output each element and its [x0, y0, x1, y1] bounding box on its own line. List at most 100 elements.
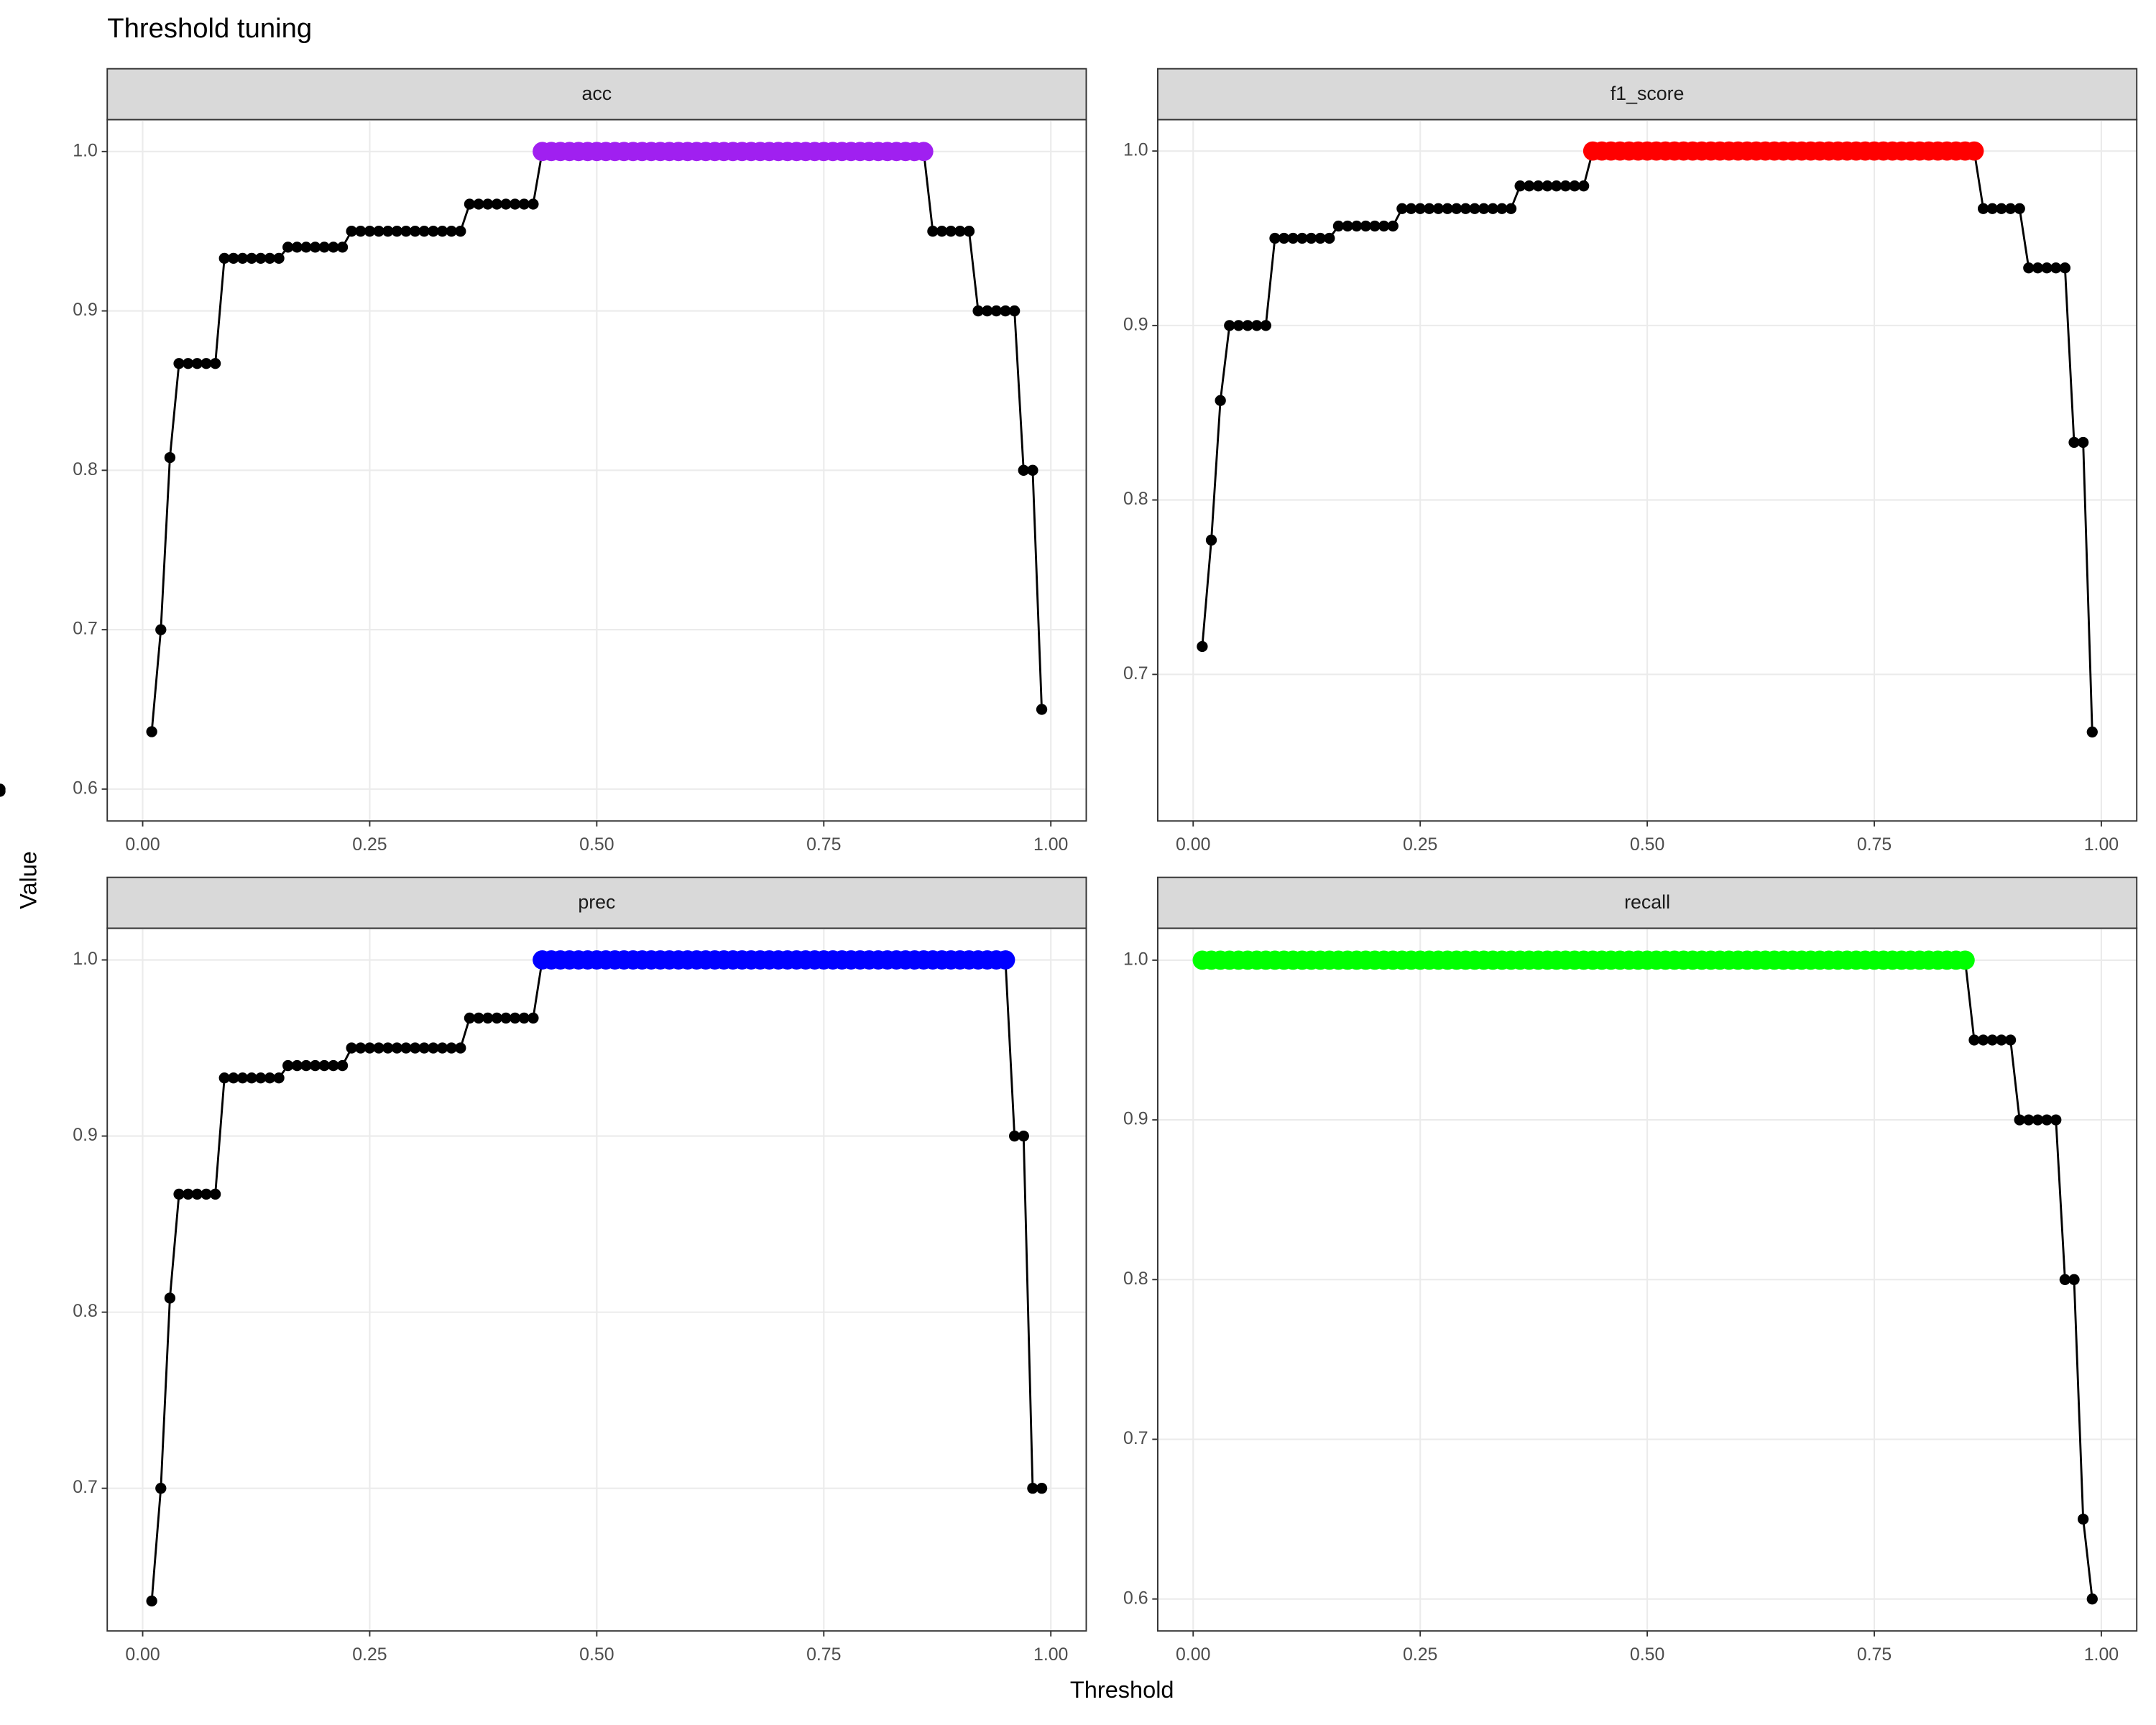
point [2032, 262, 2044, 274]
chart-title: Threshold tuning [107, 13, 312, 44]
point [455, 226, 466, 237]
point [273, 1072, 285, 1084]
y-tick-label: 1.0 [73, 140, 98, 160]
point [1396, 203, 1408, 214]
point [191, 1188, 203, 1200]
panel-border [1157, 927, 2138, 1632]
point [1514, 180, 1526, 192]
x-tick-label: 0.75 [806, 1644, 841, 1665]
point [1569, 180, 1580, 192]
point [1260, 320, 1272, 331]
point [2059, 1274, 2071, 1285]
point [2086, 1593, 2098, 1605]
y-tick-label: 0.6 [73, 778, 98, 798]
point [191, 358, 203, 369]
point [409, 226, 421, 237]
point [1269, 232, 1281, 244]
point [282, 242, 294, 253]
point [1036, 1483, 1048, 1494]
point [1251, 320, 1263, 331]
point [1378, 220, 1390, 232]
point [173, 1188, 185, 1200]
point [1215, 395, 1226, 406]
point [228, 252, 239, 264]
x-tick-label: 0.25 [1403, 1644, 1437, 1665]
highlight-point [1964, 141, 1984, 161]
point [291, 1059, 303, 1072]
point [346, 226, 357, 237]
point [391, 226, 403, 237]
y-tick-label: 0.7 [73, 619, 98, 639]
point [264, 1072, 276, 1084]
point [1996, 203, 2007, 214]
point [382, 226, 394, 237]
x-tick-label: 0.50 [1630, 1644, 1664, 1665]
point [1542, 180, 1553, 192]
point [2014, 203, 2025, 214]
point [1000, 305, 1011, 317]
point [518, 1012, 530, 1024]
point [1018, 464, 1029, 476]
point [336, 242, 349, 253]
x-tick-label: 0.75 [1857, 834, 1892, 855]
point [1469, 203, 1480, 214]
point [255, 1072, 267, 1084]
point [1314, 232, 1326, 244]
strip [1157, 68, 2138, 121]
point [972, 305, 984, 317]
point [509, 1012, 521, 1024]
point [428, 1042, 439, 1054]
point [201, 358, 212, 369]
point [183, 358, 194, 369]
y-tick-label: 0.9 [73, 1125, 98, 1145]
panel-border [106, 927, 1087, 1632]
highlight-point [913, 142, 934, 162]
y-tick-label: 0.9 [1123, 314, 1148, 334]
point [1487, 203, 1498, 214]
point [146, 726, 157, 737]
y-tick-label: 0.7 [73, 1477, 98, 1497]
point [1233, 320, 1245, 331]
point [428, 226, 439, 237]
x-tick-label: 1.00 [1033, 834, 1068, 855]
point [1478, 203, 1490, 214]
point [528, 198, 539, 210]
point [927, 226, 939, 237]
point [2078, 1513, 2089, 1525]
point [1008, 1130, 1021, 1142]
point [1278, 232, 1290, 244]
x-tick-label: 0.00 [1176, 834, 1210, 855]
point [518, 198, 530, 210]
point [1414, 203, 1426, 214]
point [1986, 203, 1998, 214]
x-tick-label: 1.00 [2084, 834, 2119, 855]
point [382, 1042, 394, 1054]
x-tick-label: 1.00 [2084, 1644, 2119, 1665]
point [1205, 534, 1217, 546]
point [1424, 203, 1435, 214]
point [218, 252, 230, 264]
point [509, 198, 521, 210]
point [255, 252, 267, 264]
point [1324, 232, 1335, 244]
point [409, 1042, 421, 1054]
strip [106, 876, 1087, 929]
y-tick-label: 0.8 [1123, 1269, 1148, 1289]
point [436, 226, 448, 237]
point [464, 198, 476, 210]
point [982, 305, 993, 317]
x-tick-label: 0.25 [352, 1644, 387, 1665]
point [2050, 262, 2062, 274]
point [1451, 203, 1462, 214]
point [1977, 1034, 1989, 1046]
point [364, 1042, 376, 1054]
point [500, 1012, 512, 1024]
point [146, 1595, 157, 1607]
x-tick-label: 0.00 [1176, 1644, 1210, 1665]
point [446, 226, 457, 237]
point [2050, 1114, 2062, 1126]
point [945, 226, 957, 237]
y-tick-label: 0.9 [1123, 1109, 1148, 1129]
point [436, 1042, 448, 1054]
